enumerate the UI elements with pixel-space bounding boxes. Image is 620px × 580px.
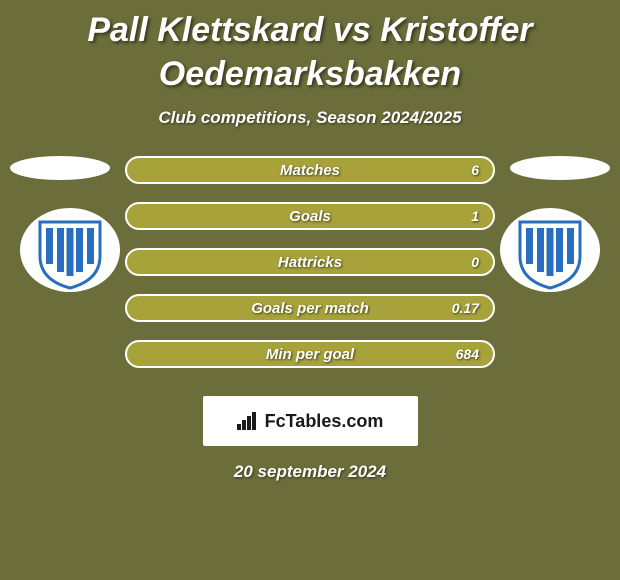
stat-value: 0 — [471, 254, 479, 270]
stat-bar: Goals 1 — [125, 202, 495, 230]
stat-label: Matches — [280, 162, 340, 179]
shield-icon — [20, 208, 120, 292]
logo-text: FcTables.com — [265, 411, 384, 432]
page-title: Pall Klettskard vs Kristoffer Oedemarksb… — [0, 0, 620, 96]
date: 20 september 2024 — [0, 462, 620, 482]
stat-value: 684 — [456, 346, 479, 362]
shield-icon — [500, 208, 600, 292]
stat-label: Goals per match — [251, 300, 369, 317]
stat-label: Hattricks — [278, 254, 342, 271]
chart-icon — [237, 412, 259, 430]
stat-bar: Goals per match 0.17 — [125, 294, 495, 322]
subtitle: Club competitions, Season 2024/2025 — [0, 108, 620, 128]
logo-box: FcTables.com — [203, 396, 418, 446]
stat-bar: Matches 6 — [125, 156, 495, 184]
team-crest-left — [20, 208, 120, 292]
stat-label: Min per goal — [266, 346, 354, 363]
stat-label: Goals — [289, 208, 331, 225]
team-crest-right — [500, 208, 600, 292]
player-oval-right — [510, 156, 610, 180]
stat-value: 6 — [471, 162, 479, 178]
stat-value: 0.17 — [452, 300, 479, 316]
stat-bars: Matches 6 Goals 1 Hattricks 0 Goals per … — [125, 156, 495, 368]
stat-bar: Min per goal 684 — [125, 340, 495, 368]
comparison-area: Matches 6 Goals 1 Hattricks 0 Goals per … — [0, 156, 620, 368]
stat-value: 1 — [471, 208, 479, 224]
stat-bar: Hattricks 0 — [125, 248, 495, 276]
player-oval-left — [10, 156, 110, 180]
